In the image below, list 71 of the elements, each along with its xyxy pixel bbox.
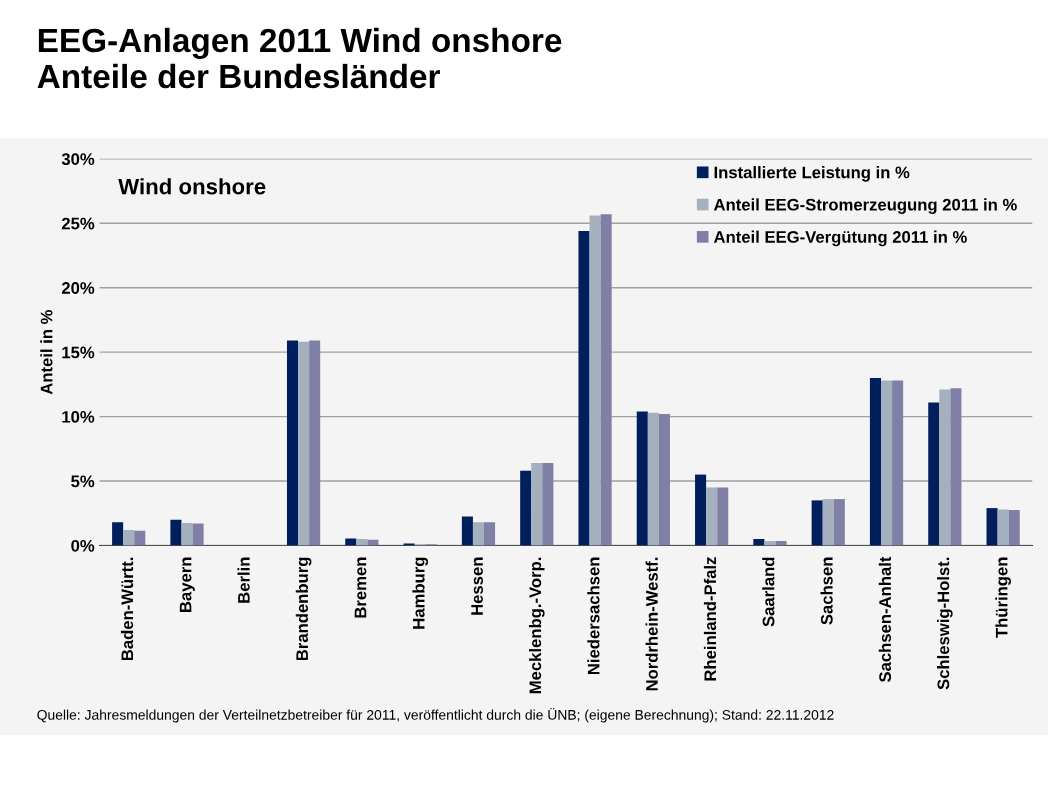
bar <box>123 530 135 546</box>
x-tick-label: Sachsen-Anhalt <box>878 556 892 683</box>
bar <box>484 522 496 546</box>
bar <box>695 474 707 546</box>
y-tick-label: 30% <box>61 153 95 166</box>
y-axis-title: Anteil in % <box>40 309 53 395</box>
y-tick-label: 5% <box>71 475 95 488</box>
bar <box>706 487 718 546</box>
bar <box>928 402 940 546</box>
bar <box>869 377 881 546</box>
chart-title: EEG-Anlagen 2011 Wind onshore Anteile der Bundesländer <box>37 27 562 89</box>
x-tick-label: Nordrhein-Westf. <box>645 557 658 691</box>
x-tick-label: Rheinland-Pfalz <box>703 557 717 681</box>
x-tick-label: Mecklenbg.-Vorp. <box>528 557 545 694</box>
bar <box>367 539 379 546</box>
x-tick-label: Sachsen <box>820 557 833 625</box>
legend-label: Anteil EEG-Stromerzeugung 2011 in % <box>713 198 1017 214</box>
x-tick-label: Saarland <box>762 557 775 627</box>
x-tick-label: Brandenburg <box>295 557 312 661</box>
bar <box>775 540 787 546</box>
bar <box>578 230 590 546</box>
y-tick-label: 20% <box>61 282 95 294</box>
text: Wind onshore <box>118 178 266 195</box>
bar <box>192 523 204 546</box>
x-tick-label: Hamburg <box>412 557 428 629</box>
bar <box>112 522 124 546</box>
bar <box>134 530 146 546</box>
bar <box>717 487 729 546</box>
bar <box>309 340 321 546</box>
x-tick-label: Hessen <box>471 557 483 615</box>
bar <box>589 215 601 546</box>
bar <box>811 500 823 546</box>
y-tick-label: 10% <box>62 410 95 423</box>
bar <box>298 341 310 546</box>
bar <box>997 509 1009 546</box>
bar <box>1008 510 1020 546</box>
bar <box>753 539 765 546</box>
legend-label: Installierte Leistung in % <box>714 166 910 182</box>
bar <box>822 499 834 546</box>
x-tick-label: Berlin <box>237 557 250 603</box>
bar <box>356 539 368 546</box>
x-tick-label: Niedersachsen <box>587 557 600 675</box>
bar <box>472 522 485 546</box>
bar <box>531 462 543 546</box>
bar <box>647 412 659 546</box>
bar <box>600 214 612 546</box>
y-tick-label: 25% <box>61 217 95 230</box>
bar <box>986 508 998 546</box>
x-tick-label: Bayern <box>179 557 195 612</box>
bar <box>542 462 554 546</box>
y-tick-label: 15% <box>62 346 95 359</box>
bar <box>636 411 648 546</box>
x-tick-label: Thüringen <box>995 557 1011 638</box>
bar <box>170 519 182 546</box>
x-tick-label: Schleswig-Holst. <box>937 557 953 690</box>
bar <box>658 414 670 546</box>
source-note: Quelle: Jahresmeldungen der Verteilnetzbetreiber für 2011, veröffentlicht durch die ÜNB; (eigene Berechnung); Stand: 22.11.2012 <box>37 708 834 723</box>
bar <box>520 470 532 546</box>
bar <box>833 499 845 546</box>
bar <box>461 516 473 546</box>
bar <box>950 388 962 546</box>
bar <box>939 389 951 546</box>
bar <box>892 380 904 546</box>
bar <box>286 340 299 546</box>
legend-label: Anteil EEG-Vergütung 2011 in % <box>713 230 967 247</box>
bar <box>181 522 193 546</box>
x-tick-label: Bremen <box>354 557 367 618</box>
bar <box>345 538 357 546</box>
y-tick-label: 0% <box>71 539 95 552</box>
bar <box>881 380 893 546</box>
x-tick-label: Baden-Württ. <box>120 557 134 661</box>
